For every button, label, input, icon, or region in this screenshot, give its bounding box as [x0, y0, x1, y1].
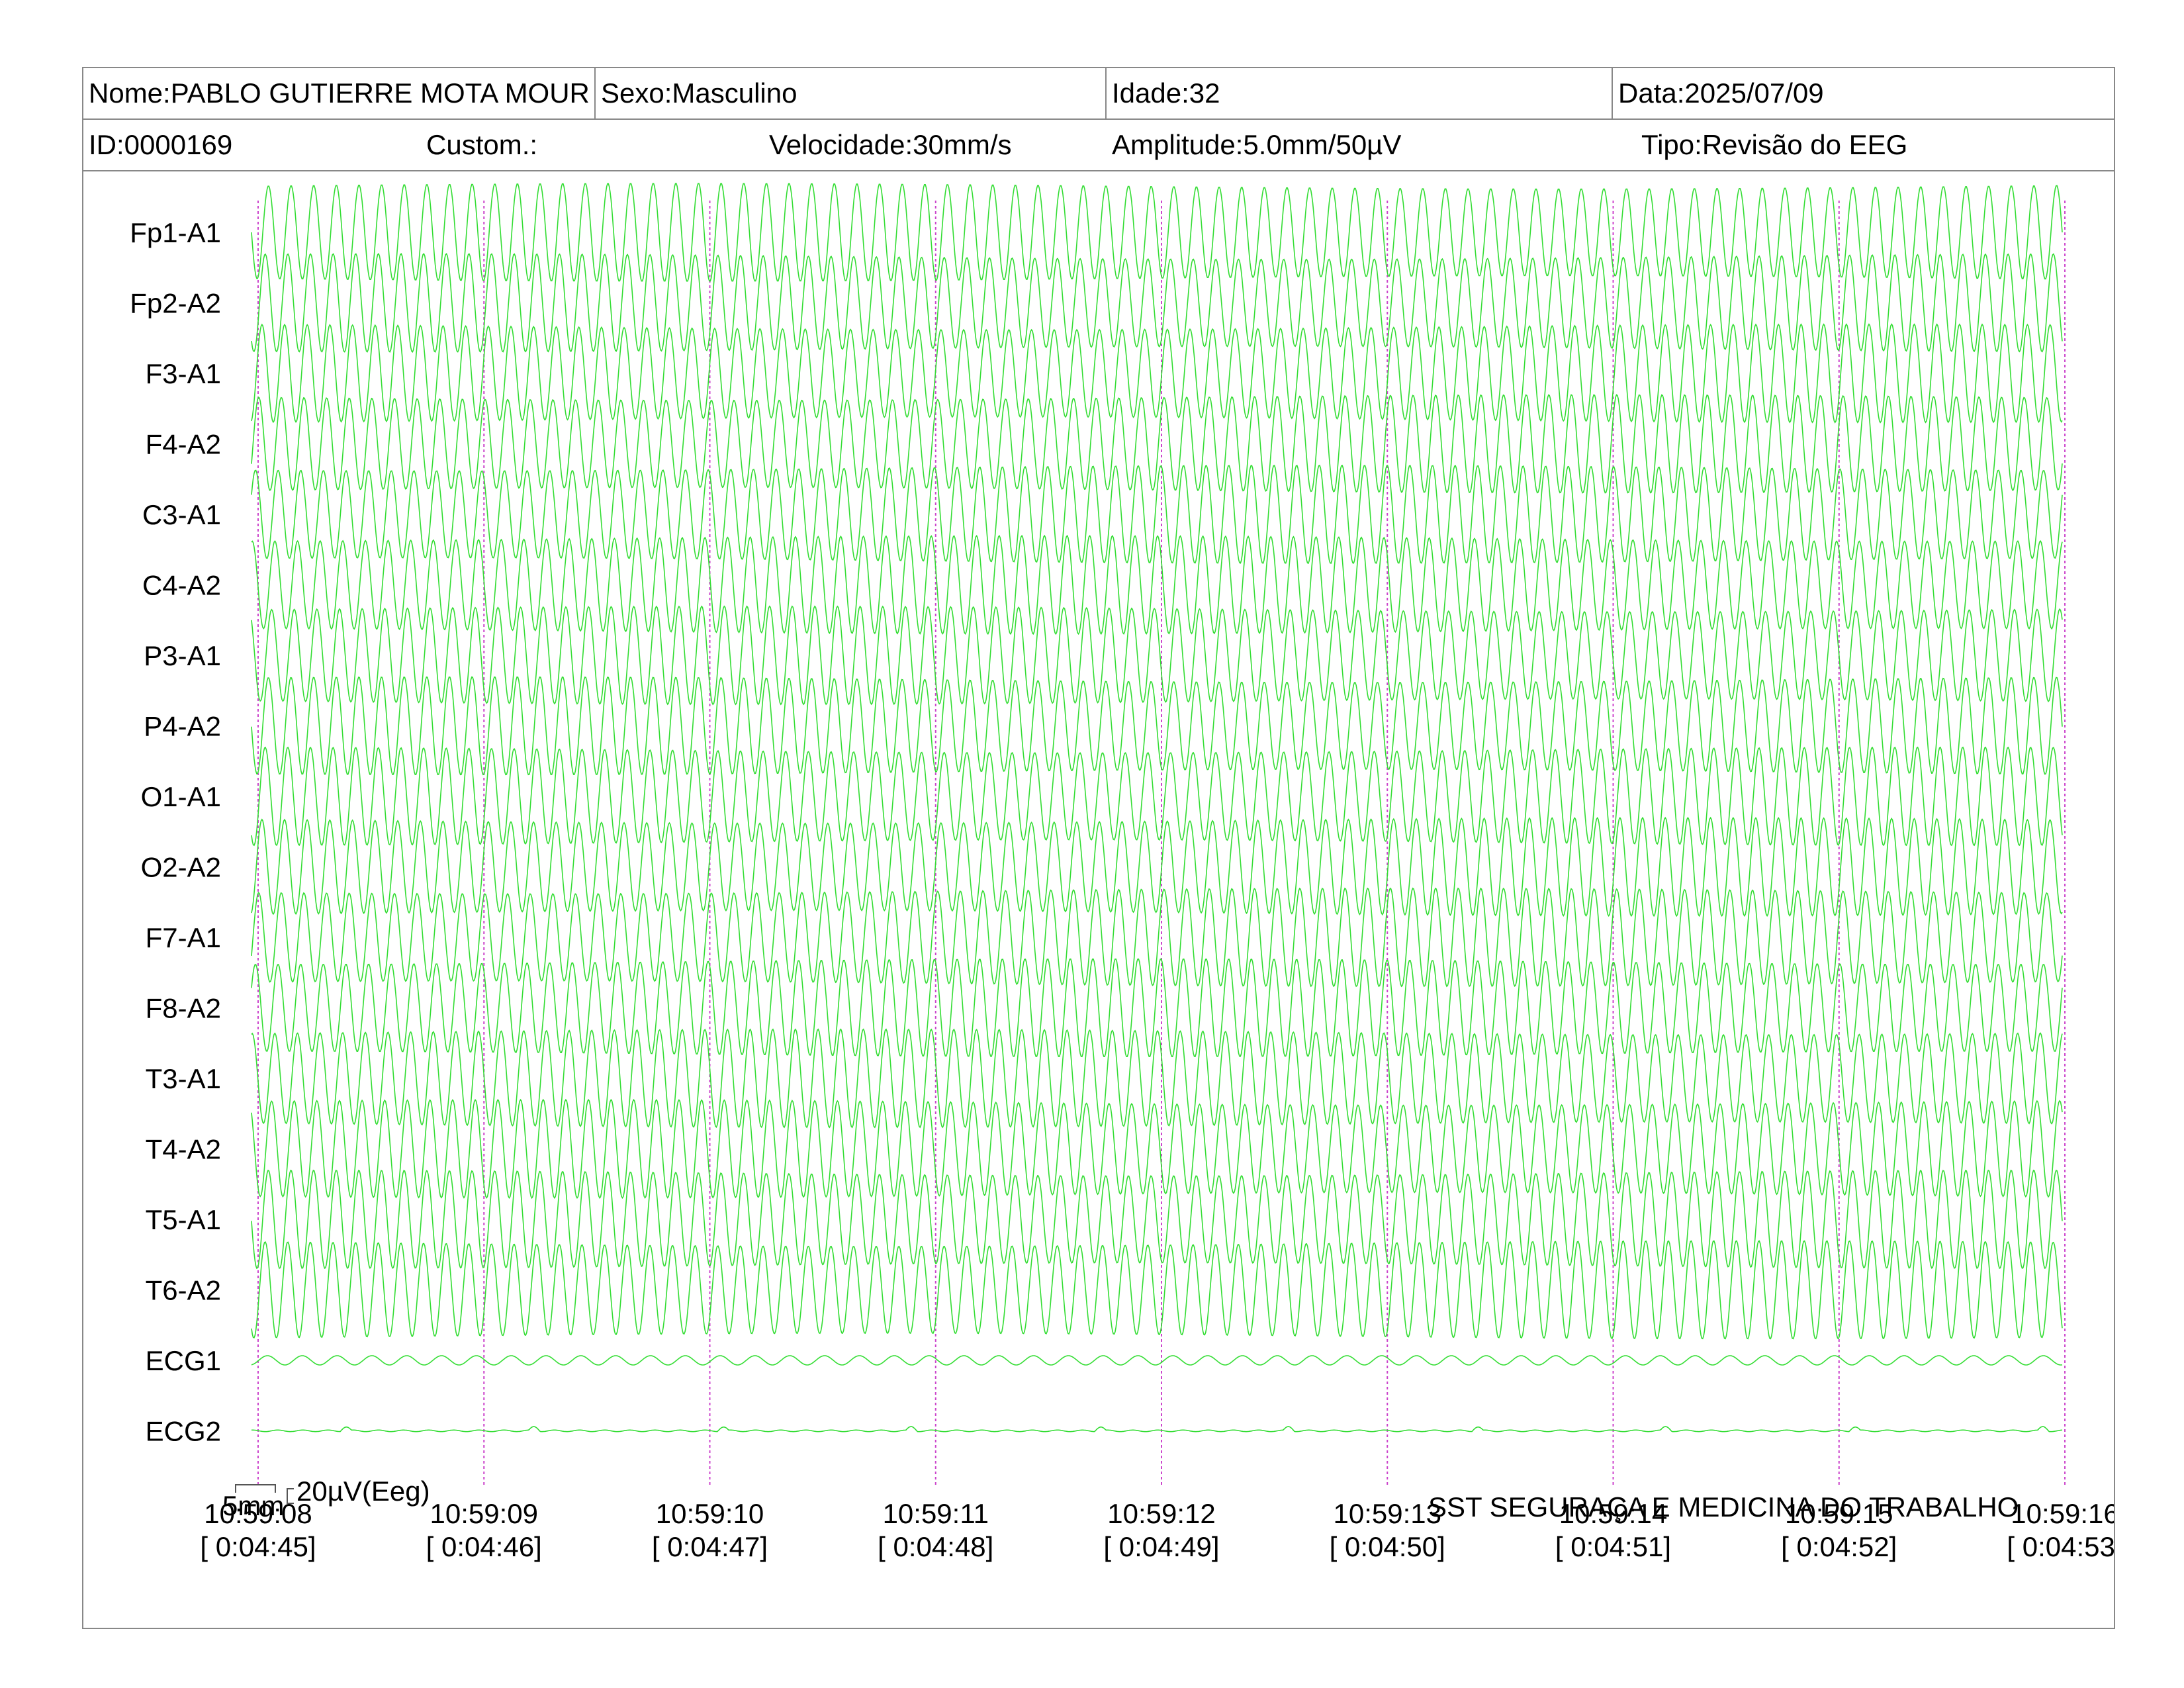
tick-label-elapsed: [ 0:04:51]: [1555, 1531, 1671, 1562]
channel-label: Fp2-A2: [130, 288, 221, 319]
header-divider: [1612, 68, 1613, 118]
time-tick: 10:59:10[ 0:04:47]: [652, 1498, 768, 1562]
tick-label-elapsed: [ 0:04:47]: [652, 1531, 768, 1562]
channel-label: F8-A2: [146, 993, 221, 1024]
tick-label-elapsed: [ 0:04:52]: [1781, 1531, 1897, 1562]
header-divider: [594, 68, 596, 118]
eeg-chart: Fp1-A1 Fp2-A2 F3-A1 F4-A2 C3-A1 C4-A2 P3-A1 P4-…: [130, 183, 2114, 1562]
time-scale-label: 5mm: [222, 1490, 285, 1521]
channel-trace: [251, 958, 2063, 1058]
tick-label-time: 10:59:09: [430, 1498, 539, 1529]
channel-trace: [251, 183, 2063, 282]
eeg-traces: [251, 183, 2063, 1432]
channel-label: T6-A2: [146, 1275, 221, 1306]
tick-label-time: 10:59:15: [1785, 1498, 1893, 1529]
tick-label-time: 10:59:13: [1334, 1498, 1442, 1529]
time-tick: 10:59:13[ 0:04:50]: [1330, 1498, 1445, 1562]
record-date: Data:2025/07/09: [1618, 77, 1824, 109]
channel-label: ECG2: [146, 1416, 221, 1447]
tick-label-time: 10:59:11: [883, 1498, 989, 1529]
header-row-2: ID:0000169 Custom.: Velocidade:30mm/s Am…: [83, 120, 2114, 171]
channel-label: ECG1: [146, 1345, 221, 1376]
time-tick: 10:59:14[ 0:04:51]: [1555, 1498, 1671, 1562]
tick-label-time: 10:59:16: [2011, 1498, 2114, 1529]
channel-trace: [251, 746, 2063, 847]
amplitude-scale-label: 20µV(Eeg): [296, 1476, 430, 1507]
channel-label: F4-A2: [146, 429, 221, 460]
channel-trace: [251, 1098, 2063, 1199]
tick-label-time: 10:59:10: [656, 1498, 764, 1529]
channel-label: T4-A2: [146, 1134, 221, 1165]
channel-trace: [251, 1240, 2063, 1340]
custom-field: Custom.:: [426, 129, 538, 160]
tick-label-elapsed: [ 0:04:53]: [2007, 1531, 2114, 1562]
channel-trace: [251, 887, 2063, 988]
patient-sex: Sexo:Masculino: [601, 77, 797, 109]
time-tick: 10:59:12[ 0:04:49]: [1103, 1498, 1219, 1562]
channel-trace: [251, 534, 2063, 635]
tick-label-time: 10:59:14: [1559, 1498, 1668, 1529]
time-tick: 10:59:15[ 0:04:52]: [1781, 1498, 1897, 1562]
channel-label: O1-A1: [141, 781, 221, 812]
company-name: SST SEGURAÇA E MEDICINA DO TRABALHO: [1428, 1491, 2019, 1523]
tick-label-elapsed: [ 0:04:45]: [200, 1531, 316, 1562]
channel-trace: [251, 1028, 2063, 1129]
channel-label: F3-A1: [146, 358, 221, 389]
tick-label-elapsed: [ 0:04:48]: [878, 1531, 993, 1562]
channel-label: C3-A1: [142, 499, 221, 530]
channel-label: P4-A2: [144, 711, 221, 742]
amplitude-scale-bar: [287, 1488, 294, 1504]
patient-id: ID:0000169: [89, 129, 233, 160]
channel-trace: [251, 605, 2063, 706]
patient-name: Nome:PABLO GUTIERRE MOTA MOUR: [89, 77, 590, 109]
header-divider: [1105, 68, 1107, 118]
channel-trace: [251, 1355, 2063, 1366]
speed-setting: Velocidade:30mm/s: [769, 129, 1012, 160]
time-tick: 10:59:11[ 0:04:48]: [878, 1498, 993, 1562]
channel-label: O2-A2: [141, 852, 221, 883]
channel-label: P3-A1: [144, 640, 221, 671]
channel-label: T5-A1: [146, 1204, 221, 1235]
channel-trace: [251, 323, 2063, 424]
tick-label-elapsed: [ 0:04:50]: [1330, 1531, 1445, 1562]
channel-labels: Fp1-A1 Fp2-A2 F3-A1 F4-A2 C3-A1 C4-A2 P3-A1 P4-…: [130, 217, 221, 1447]
time-scale-bar: [235, 1484, 276, 1493]
patient-age: Idade:32: [1112, 77, 1220, 109]
channel-trace: [251, 816, 2063, 917]
channel-trace: [251, 1426, 2063, 1432]
header-row-1: Nome:PABLO GUTIERRE MOTA MOUR Sexo:Mascu…: [83, 68, 2114, 120]
report-frame: Nome:PABLO GUTIERRE MOTA MOUR Sexo:Mascu…: [82, 67, 2115, 1629]
tick-label-time: 10:59:12: [1107, 1498, 1216, 1529]
channel-trace: [251, 1170, 2063, 1269]
channel-trace: [251, 253, 2063, 353]
time-tick: 10:59:08[ 0:04:45]: [200, 1498, 316, 1562]
channel-trace: [251, 465, 2063, 564]
amplitude-setting: Amplitude:5.0mm/50µV: [1112, 129, 1402, 160]
time-tick: 10:59:16[ 0:04:53]: [2007, 1498, 2114, 1562]
time-axis: 10:59:08[ 0:04:45]10:59:09[ 0:04:46]10:5…: [200, 1498, 2114, 1562]
tick-label-elapsed: [ 0:04:46]: [426, 1531, 542, 1562]
record-type: Tipo:Revisão do EEG: [1641, 129, 1908, 160]
channel-trace: [251, 394, 2063, 494]
channel-label: F7-A1: [146, 922, 221, 953]
channel-label: C4-A2: [142, 570, 221, 601]
time-tick: 10:59:09[ 0:04:46]: [426, 1498, 542, 1562]
tick-label-time: 10:59:08: [204, 1498, 312, 1529]
channel-trace: [251, 676, 2063, 776]
channel-label: Fp1-A1: [130, 217, 221, 248]
tick-label-elapsed: [ 0:04:49]: [1103, 1531, 1219, 1562]
channel-label: T3-A1: [146, 1063, 221, 1094]
